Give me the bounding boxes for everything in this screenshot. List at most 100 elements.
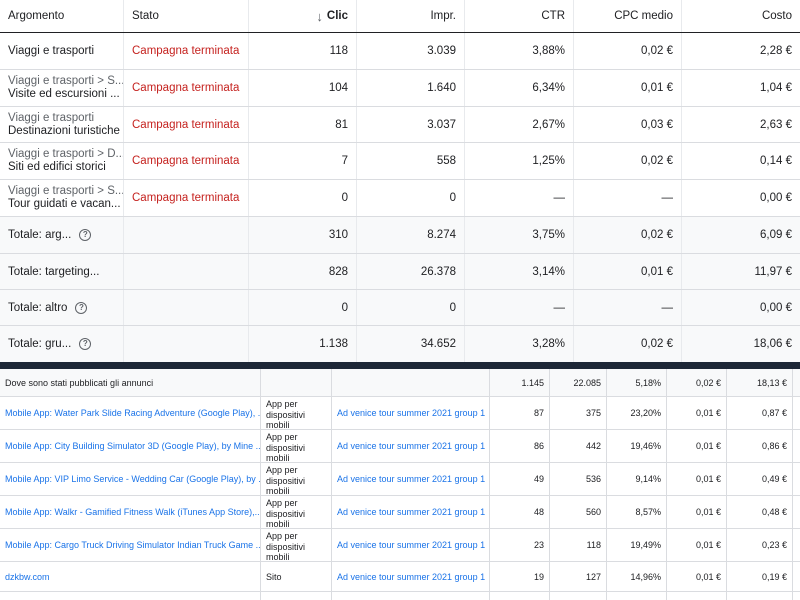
costo-cell: 0,23 € — [727, 529, 793, 561]
header-ctr[interactable]: CTR — [465, 0, 574, 32]
impr-cell: 0 — [357, 290, 465, 325]
total-row: Totale: altro ? 0 0 — — 0,00 € — [0, 290, 800, 326]
ctr-cell: 3,14% — [465, 254, 574, 289]
status-cell: Campagna terminata — [124, 180, 249, 216]
clic-cell: 118 — [249, 33, 357, 69]
adgroup-link[interactable]: Ad venice tour summer 2021 group 1 — [332, 562, 490, 591]
adgroup-link[interactable]: Ad venice tour summer 2021 group 1 — [332, 463, 490, 495]
total-label: Totale: gru... ? — [0, 326, 124, 362]
total-label: Totale: targeting... — [0, 254, 124, 289]
clic-cell: 310 — [249, 217, 357, 253]
table-row[interactable]: Mobile App: Water Park Slide Racing Adve… — [0, 397, 800, 430]
impr-cell: 34.652 — [357, 326, 465, 362]
impr-cell: 3.037 — [357, 107, 465, 142]
adgroup-link[interactable]: Ad venice tour summer 2021 group 1 — [332, 496, 490, 528]
help-icon[interactable]: ? — [75, 301, 88, 314]
status-cell — [124, 326, 249, 362]
table-row[interactable]: Viaggi e trasporti Destinazioni turistic… — [0, 107, 800, 143]
placement-link[interactable]: Mobile App: Cargo Truck Driving Simulato… — [0, 529, 261, 561]
costo-cell: 2,28 € — [760, 45, 792, 57]
header-cpc[interactable]: CPC medio — [574, 0, 682, 32]
header-stato[interactable]: Stato — [124, 0, 249, 32]
cpc-cell: 0,01 € — [574, 70, 682, 106]
adgroup-link[interactable]: Ad venice tour summer 2021 group 1 — [332, 430, 490, 462]
adgroup-link[interactable]: Ad venice tour summer 2021 group 1 — [332, 397, 490, 429]
impr-cell: 127 — [550, 562, 607, 591]
topic-cell[interactable]: Viaggi e trasporti > D... Siti ed edific… — [0, 143, 124, 179]
costo-cell: 0,86 € — [727, 430, 793, 462]
table-row[interactable]: Mobile App: Walkr - Gamified Fitness Wal… — [0, 496, 800, 529]
status-cell: Campagna terminata — [124, 33, 249, 69]
costo-cell: 11,97 € — [754, 265, 792, 278]
impr-cell: 536 — [550, 463, 607, 495]
placement-link[interactable]: dzkbw.com — [0, 562, 261, 591]
table-row[interactable]: Mobile App: City Building Simulator 3D (… — [0, 430, 800, 463]
costo-cell: 0,00 € — [760, 192, 792, 204]
cpc-cell: 0,02 € — [574, 143, 682, 179]
cpc-cell: 0,01 € — [667, 496, 727, 528]
type-cell: App per dispositivi mobili — [261, 397, 332, 429]
clic-cell: 0 — [249, 180, 357, 216]
impr-cell: 118 — [550, 529, 607, 561]
ctr-cell: 3,75% — [465, 217, 574, 253]
impr-cell: 442 — [550, 430, 607, 462]
clic-cell: 1.138 — [249, 326, 357, 362]
clic-cell: 23 — [490, 529, 550, 561]
type-cell: Sito — [261, 562, 332, 591]
impr-cell: 375 — [550, 397, 607, 429]
ctr-cell: 8,57% — [607, 496, 667, 528]
placement-cell — [0, 592, 261, 600]
cpc-cell: 0,02 € — [667, 369, 727, 396]
clic-cell: 7 — [249, 143, 357, 179]
summary-label: Dove sono stati pubblicati gli annunci — [0, 369, 261, 396]
header-costo[interactable]: Costo — [761, 10, 792, 22]
topic-cell[interactable]: Viaggi e trasporti > S... Tour guidati e… — [0, 180, 124, 216]
placement-link[interactable]: Mobile App: City Building Simulator 3D (… — [0, 430, 261, 462]
table-row[interactable]: Viaggi e trasporti Campagna terminata 11… — [0, 33, 800, 70]
type-cell: App per dispositivi mobili — [261, 496, 332, 528]
costo-cell: 0,49 € — [727, 463, 793, 495]
topic-cell[interactable]: Viaggi e trasporti Destinazioni turistic… — [0, 107, 124, 142]
table-row[interactable]: Viaggi e trasporti > D... Siti ed edific… — [0, 143, 800, 180]
costo-cell: 0,87 € — [727, 397, 793, 429]
ctr-cell: — — [465, 180, 574, 216]
table-row[interactable]: Viaggi e trasporti > S... Tour guidati e… — [0, 180, 800, 217]
help-icon[interactable]: ? — [79, 338, 92, 350]
type-cell — [261, 592, 332, 600]
placements-table: Dove sono stati pubblicati gli annunci 1… — [0, 369, 800, 600]
costo-cell: 2,63 € — [760, 118, 792, 131]
table-row[interactable]: Mobile App: Cargo Truck Driving Simulato… — [0, 529, 800, 562]
clic-cell: 1.145 — [490, 369, 550, 396]
header-argomento[interactable]: Argomento — [0, 0, 124, 32]
cpc-cell: — — [574, 290, 682, 325]
table-header: Argomento Stato ↓ Clic Impr. CTR CPC med… — [0, 0, 800, 33]
placement-link[interactable]: Mobile App: VIP Limo Service - Wedding C… — [0, 463, 261, 495]
header-clic[interactable]: ↓ Clic — [249, 0, 357, 32]
cpc-cell: 0,01 € — [667, 397, 727, 429]
ctr-cell: 9,14% — [607, 463, 667, 495]
table-row[interactable]: dzkbw.com Sito Ad venice tour summer 202… — [0, 562, 800, 592]
ctr-cell: 3,88% — [465, 33, 574, 69]
total-label: Totale: altro ? — [0, 290, 124, 325]
topic-cell[interactable]: Viaggi e trasporti — [0, 33, 124, 69]
clic-cell: 86 — [490, 430, 550, 462]
summary-row: Dove sono stati pubblicati gli annunci 1… — [0, 369, 800, 397]
cpc-cell: 0,01 € — [667, 562, 727, 591]
cpc-cell: 0,01 € — [667, 430, 727, 462]
placement-link[interactable]: Mobile App: Water Park Slide Racing Adve… — [0, 397, 261, 429]
costo-cell: 0,48 € — [727, 496, 793, 528]
adgroup-link[interactable]: Ad venice tour summer 2021 group 1 — [332, 529, 490, 561]
clic-cell: 19 — [490, 562, 550, 591]
type-cell: App per dispositivi mobili — [261, 430, 332, 462]
costo-cell: 18,13 € — [727, 369, 793, 396]
table-row[interactable]: Mobile App: VIP Limo Service - Wedding C… — [0, 463, 800, 496]
ctr-cell — [607, 592, 667, 600]
help-icon[interactable]: ? — [79, 229, 92, 241]
cpc-cell — [667, 592, 727, 600]
table-row[interactable]: Viaggi e trasporti > S... Visite ed escu… — [0, 70, 800, 107]
impr-cell: 26.378 — [357, 254, 465, 289]
header-impr[interactable]: Impr. — [357, 0, 465, 32]
placement-link[interactable]: Mobile App: Walkr - Gamified Fitness Wal… — [0, 496, 261, 528]
topic-cell[interactable]: Viaggi e trasporti > S... Visite ed escu… — [0, 70, 124, 106]
topics-table: Argomento Stato ↓ Clic Impr. CTR CPC med… — [0, 0, 800, 362]
